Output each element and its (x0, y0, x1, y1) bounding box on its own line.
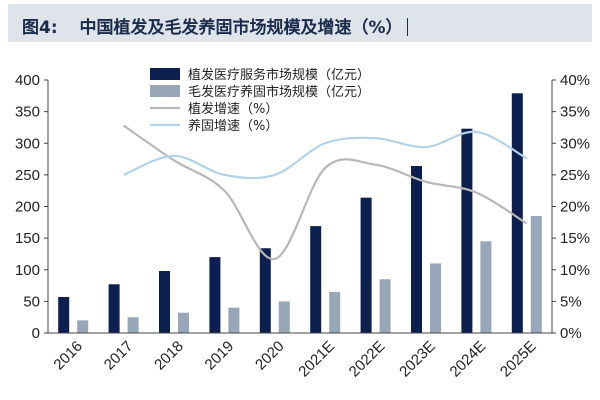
right-y-axis: 0% 5% 10% 15% 20% 25% 30% 35% 40% (551, 72, 590, 342)
x-tick-label: 2019 (202, 338, 238, 374)
right-tick-label: 25% (560, 167, 590, 184)
right-tick-label: 5% (560, 293, 582, 310)
right-tick-label: 15% (560, 230, 590, 247)
series-line (122, 124, 528, 261)
series-line (123, 130, 528, 180)
bar (77, 320, 89, 333)
bar (379, 279, 391, 333)
legend-swatch (150, 85, 180, 97)
right-tick-label: 35% (560, 104, 590, 121)
x-tick-label: 2016 (50, 338, 86, 374)
left-tick-label: 100 (15, 262, 40, 279)
right-tick-label: 0% (560, 325, 582, 342)
left-tick-label: 50 (23, 293, 40, 310)
x-tick-label: 2023E (396, 338, 439, 381)
bar (530, 215, 542, 333)
legend-label: 植发医疗服务市场规模（亿元） (188, 67, 370, 83)
right-tick-label: 10% (560, 262, 590, 279)
bar (58, 296, 70, 333)
bar (329, 291, 341, 333)
right-tick-label: 20% (560, 199, 590, 216)
left-tick-label: 150 (15, 230, 40, 247)
figure-title: 中国植发及毛发养固市场规模及增速（%） (79, 18, 403, 38)
x-tick-label: 2020 (252, 338, 288, 374)
bar (430, 263, 441, 333)
bar (511, 93, 523, 333)
bar (278, 301, 290, 333)
title-bar: 图4: 中国植发及毛发养固市场规模及增速（%） (8, 4, 592, 42)
left-tick-label: 400 (15, 72, 40, 89)
chart-title: 图4: 中国植发及毛发养固市场规模及增速（%） (22, 13, 408, 38)
bar (360, 197, 372, 333)
bar (228, 307, 240, 333)
legend-label: 养固增速（%） (188, 118, 278, 134)
x-axis: 2016 2017 2018 2019 2020 2021E 2022E 2023E 2024E… (48, 332, 552, 381)
left-tick-label: 0 (32, 325, 40, 342)
bar (127, 317, 139, 333)
x-tick-label: 2024E (447, 338, 490, 381)
bar (178, 312, 189, 333)
bar (411, 166, 422, 333)
title-cursor (406, 18, 408, 36)
right-tick-label: 30% (560, 135, 590, 152)
bars (58, 93, 542, 333)
legend-swatch (150, 68, 180, 80)
left-tick-label: 300 (15, 135, 40, 152)
left-tick-label: 200 (15, 199, 40, 216)
legend-label: 植发增速（%） (188, 101, 278, 117)
left-y-axis: 0 50 100 150 200 250 300 350 400 (15, 72, 49, 342)
x-tick-label: 2021E (295, 338, 338, 381)
bar (480, 241, 492, 333)
x-tick-label: 2022E (346, 338, 389, 381)
right-tick-label: 40% (560, 72, 590, 89)
figure-label: 图4: (22, 18, 58, 38)
x-tick-label: 2017 (101, 338, 137, 374)
x-tick-label: 2018 (151, 338, 187, 374)
bar (310, 226, 322, 333)
bar (108, 284, 120, 333)
legend: 植发医疗服务市场规模（亿元）毛发医疗养固市场规模（亿元）植发增速（%）养固增速（… (150, 67, 370, 134)
bar (209, 257, 221, 333)
lines (122, 124, 528, 261)
left-tick-label: 350 (15, 104, 40, 121)
bar (461, 128, 473, 333)
legend-label: 毛发医疗养固市场规模（亿元） (188, 84, 370, 100)
bar (159, 271, 170, 333)
left-tick-label: 250 (15, 167, 40, 184)
x-tick-label: 2025E (497, 338, 540, 381)
bar (259, 248, 271, 333)
